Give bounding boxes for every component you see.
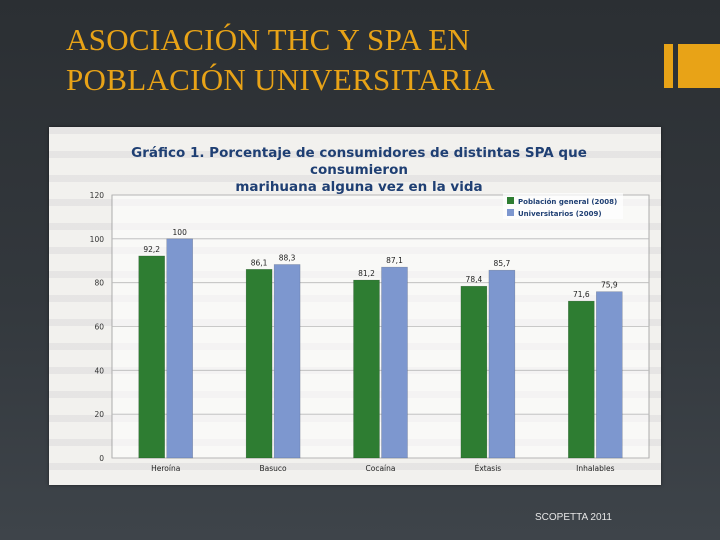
legend-box <box>503 193 623 219</box>
data-label: 92,2 <box>143 245 160 254</box>
y-tick-label: 0 <box>99 454 104 463</box>
bar <box>381 266 408 459</box>
slide-title-line-2: POBLACIÓN UNIVERSITARIA <box>66 62 495 97</box>
data-label: 100 <box>173 228 188 237</box>
data-label: 87,1 <box>386 256 403 265</box>
x-tick-label: Éxtasis <box>475 464 502 473</box>
legend-swatch <box>507 209 514 216</box>
bar <box>596 291 623 459</box>
data-label: 81,2 <box>358 269 375 278</box>
accent-bar-thin <box>664 44 673 88</box>
data-label: 75,9 <box>601 281 618 290</box>
y-tick-label: 20 <box>94 410 104 419</box>
data-label: 85,7 <box>494 259 511 268</box>
bar <box>166 238 193 459</box>
chart-title-line-1: Gráfico 1. Porcentaje de consumidores de… <box>131 145 587 178</box>
accent-bar-block <box>678 44 720 88</box>
x-tick-label: Heroína <box>151 464 180 473</box>
data-label: 88,3 <box>279 253 296 262</box>
x-tick-label: Basuco <box>260 464 288 473</box>
legend-swatch <box>507 197 514 204</box>
data-label: 86,1 <box>251 258 268 267</box>
x-tick-label: Cocaína <box>366 464 396 473</box>
bar <box>353 279 380 459</box>
bar <box>138 255 165 459</box>
y-tick-label: 40 <box>94 366 104 375</box>
chart-title: Gráfico 1. Porcentaje de consumidores de… <box>89 145 629 196</box>
slide-title-line-1: ASOCIACIÓN THC Y SPA EN <box>66 22 471 57</box>
bar <box>273 264 301 459</box>
bar-chart: 0 20 40 60 80 100 120 92,2 100 Heroína 86,1 88,3 Bas… <box>90 191 650 473</box>
bar <box>460 285 488 459</box>
legend-label: Población general (2008) <box>518 198 617 206</box>
y-tick-label: 60 <box>94 323 104 332</box>
data-label: 78,4 <box>466 275 483 284</box>
y-tick-label: 100 <box>90 235 105 244</box>
data-label: 71,6 <box>573 290 590 299</box>
bar <box>568 300 595 459</box>
footer-credit: SCOPETTA 2011 <box>535 512 612 523</box>
legend-label: Universitarios (2009) <box>518 210 602 218</box>
y-tick-label: 120 <box>90 191 105 200</box>
y-tick-label: 80 <box>94 279 104 288</box>
slide-title: ASOCIACIÓN THC Y SPA EN POBLACIÓN UNIVER… <box>66 20 626 100</box>
bar <box>245 269 273 459</box>
chart-image: Gráfico 1. Porcentaje de consumidores de… <box>49 127 661 485</box>
chart-title-line-2: marihuana alguna vez en la vida <box>235 179 483 195</box>
x-tick-label: Inhalables <box>576 464 614 473</box>
bar <box>488 269 516 459</box>
